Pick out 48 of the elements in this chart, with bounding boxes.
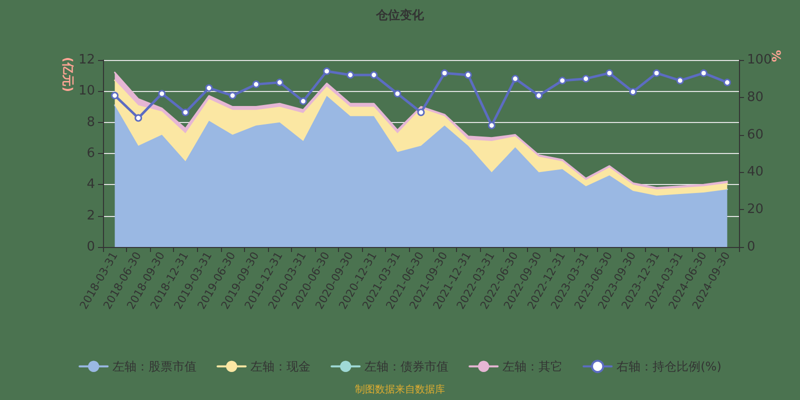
point [582, 74, 590, 82]
y2-tick-label: 20 [747, 202, 764, 218]
point [134, 114, 142, 122]
point [205, 84, 213, 92]
point [417, 108, 425, 116]
point [676, 76, 684, 84]
point [182, 108, 190, 116]
point [558, 76, 566, 84]
point [299, 97, 307, 105]
y-tick-label: 12 [78, 52, 95, 68]
y-tick-label: 4 [86, 177, 95, 192]
point [228, 92, 236, 100]
point [158, 90, 166, 98]
point [394, 90, 402, 98]
point [652, 69, 660, 77]
legend-label: 右轴：持仓比例(%) [616, 359, 722, 374]
y2-tick-label: 40 [747, 164, 764, 180]
y2-tick-label: 60 [747, 127, 764, 142]
point [606, 69, 614, 77]
chart-title: 仓位变化 [375, 8, 425, 22]
point [111, 92, 119, 100]
point [276, 78, 284, 86]
point [346, 71, 354, 79]
point [370, 71, 378, 79]
y-tick-label: 8 [86, 114, 95, 130]
text: 制图数据来自数据库 [355, 384, 445, 396]
point [323, 67, 331, 75]
y2-tick-label: 0 [747, 240, 756, 254]
legend-label: 左轴：债券市值 [364, 359, 449, 374]
point [252, 80, 260, 88]
legend-label: 左轴：现金 [250, 359, 311, 374]
y-tick-label: 10 [78, 84, 95, 99]
point [488, 122, 496, 130]
y-tick-label: 0 [86, 240, 95, 254]
point [464, 71, 472, 79]
y2-tick-label: 100 [747, 52, 772, 68]
legend-label: 左轴：股票市值 [112, 359, 197, 374]
legend-label: 左轴：其它 [502, 359, 563, 374]
y-tick-label: 2 [86, 208, 95, 224]
point [440, 69, 448, 77]
y2-tick-label: 80 [747, 90, 764, 105]
y-axis-title: (亿元) [61, 57, 75, 92]
point [535, 92, 543, 100]
point [700, 69, 708, 77]
point [629, 88, 637, 96]
point [511, 74, 519, 82]
y-tick-label: 6 [86, 146, 95, 161]
point [723, 78, 731, 86]
